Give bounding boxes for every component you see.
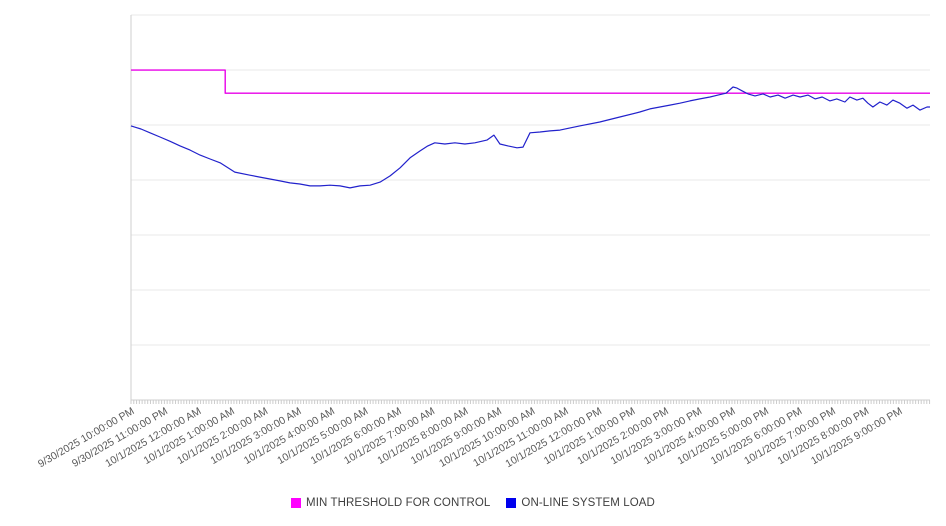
series-line-0 bbox=[131, 69, 930, 94]
legend-swatch-blue-icon bbox=[506, 498, 517, 508]
legend-item-min-threshold[interactable]: MIN THRESHOLD FOR CONTROL bbox=[291, 497, 490, 509]
legend-item-system-load[interactable]: ON-LINE SYSTEM LOAD bbox=[506, 497, 655, 509]
chart-svg: 9/30/2025 10:00:00 PM9/30/2025 11:00:00 … bbox=[36, 14, 931, 470]
series-line-1 bbox=[130, 86, 930, 189]
legend-label-min-threshold: MIN THRESHOLD FOR CONTROL bbox=[306, 497, 491, 509]
legend-swatch-magenta-icon bbox=[291, 498, 302, 508]
chart-legend: MIN THRESHOLD FOR CONTROL ON-LINE SYSTEM… bbox=[0, 497, 946, 509]
legend-label-system-load: ON-LINE SYSTEM LOAD bbox=[521, 497, 655, 509]
